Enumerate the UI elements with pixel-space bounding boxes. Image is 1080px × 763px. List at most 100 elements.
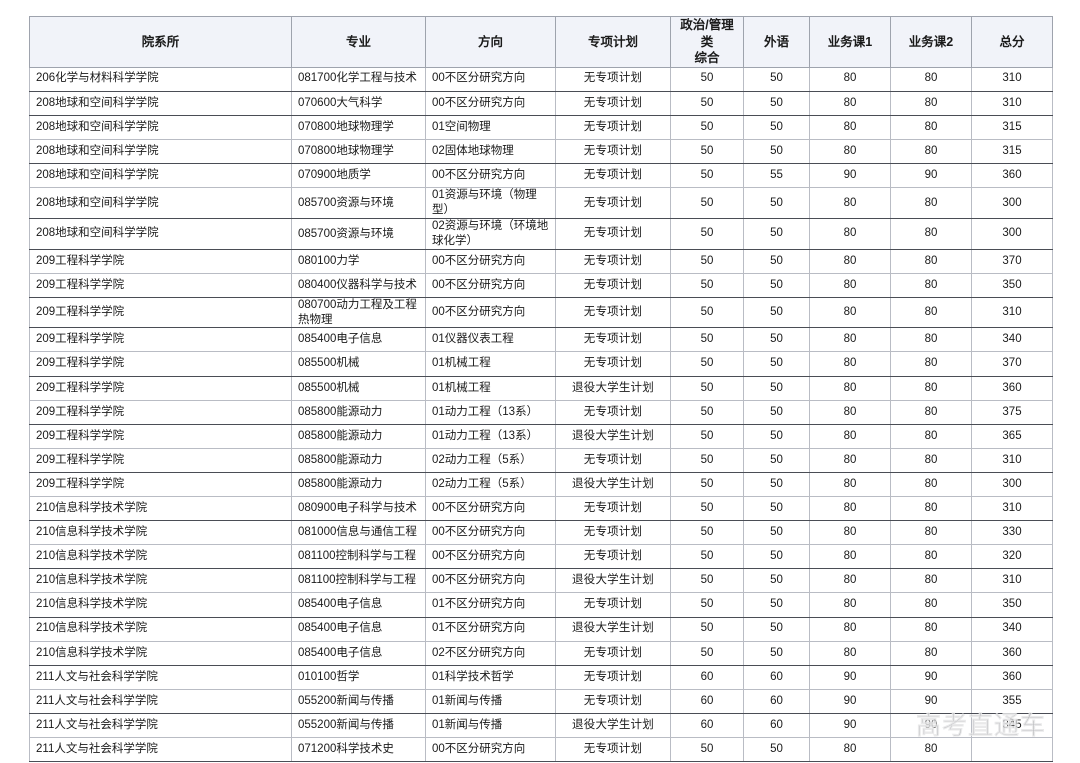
cell-subject2: 80 [890, 616, 972, 642]
cell-dept: 209工程科学学院 [29, 471, 292, 498]
table-row[interactable]: 210信息科学技术学院 081000信息与通信工程 00不区分研究方向 无专项计划 50… [29, 520, 1053, 546]
cell-foreign-language: 50 [743, 218, 810, 250]
table-row[interactable]: 210信息科学技术学院 085400电子信息 02不区分研究方向 无专项计划 50 50 8… [29, 640, 1053, 666]
cell-direction: 01机械工程 [425, 351, 556, 377]
cell-major: 081100控制科学与工程 [291, 544, 426, 570]
cell-subject1: 80 [809, 218, 891, 250]
column-header-total[interactable]: 总分 [971, 16, 1053, 68]
cell-politics: 50 [670, 640, 744, 666]
cell-direction: 01仪器仪表工程 [425, 327, 556, 353]
table-row[interactable]: 210信息科学技术学院 085400电子信息 01不区分研究方向 退役大学生计划 50 5… [29, 616, 1053, 642]
table-row[interactable]: 208地球和空间科学学院 070900地质学 00不区分研究方向 无专项计划 50 55 9… [29, 162, 1053, 188]
column-header-politics-line1: 政治/管理类 [680, 18, 734, 49]
cell-total: 340 [971, 616, 1053, 642]
cell-major: 055200新闻与传播 [291, 688, 426, 714]
cell-total: 300 [971, 471, 1053, 498]
table-row[interactable]: 209工程科学学院 085500机械 01机械工程 无专项计划 50 50 80 80 370 [29, 351, 1053, 377]
table-row[interactable]: 211人文与社会科学学院 010100哲学 01科学技术哲学 无专项计划 60 60 90 9… [29, 664, 1053, 690]
column-header-special-plan[interactable]: 专项计划 [555, 16, 671, 68]
cell-subject1: 90 [809, 162, 891, 188]
cell-total: 340 [971, 327, 1053, 353]
table-row[interactable]: 208地球和空间科学学院 085700资源与环境 01资源与环境（物理型） 无专项计划… [29, 186, 1053, 220]
table-row[interactable]: 211人文与社会科学学院 055200新闻与传播 01新闻与传播 退役大学生计划 60 6… [29, 712, 1053, 738]
cell-politics: 50 [670, 375, 744, 401]
table-row[interactable]: 209工程科学学院 085800能源动力 01动力工程（13系） 退役大学生计划 50 5… [29, 423, 1053, 449]
cell-politics: 60 [670, 664, 744, 690]
table-row[interactable]: 208地球和空间科学学院 085700资源与环境 02资源与环境（环境地球化学） 无专… [29, 218, 1053, 250]
cell-subject2: 80 [890, 447, 972, 473]
cell-special-plan: 退役大学生计划 [555, 423, 671, 449]
column-header-dept[interactable]: 院系所 [29, 16, 292, 68]
table-row[interactable]: 210信息科学技术学院 080900电子科学与技术 00不区分研究方向 无专项计划 50… [29, 496, 1053, 522]
table-row[interactable]: 209工程科学学院 085800能源动力 01动力工程（13系） 无专项计划 50 50 8… [29, 399, 1053, 425]
cell-dept: 209工程科学学院 [29, 248, 292, 274]
cell-subject1: 80 [809, 138, 891, 164]
column-header-direction[interactable]: 方向 [425, 16, 556, 68]
cell-subject2: 80 [890, 496, 972, 522]
cell-direction: 00不区分研究方向 [425, 162, 556, 188]
column-header-politics[interactable]: 政治/管理类 综合 [670, 16, 744, 68]
cell-subject2: 80 [890, 296, 972, 329]
cell-politics: 50 [670, 162, 744, 188]
cell-special-plan: 无专项计划 [555, 114, 671, 140]
cell-subject1: 80 [809, 640, 891, 666]
cell-direction: 02不区分研究方向 [425, 640, 556, 666]
cell-direction: 01空间物理 [425, 114, 556, 140]
cell-politics: 50 [670, 351, 744, 377]
cell-special-plan: 退役大学生计划 [555, 712, 671, 738]
table-row[interactable]: 208地球和空间科学学院 070800地球物理学 01空间物理 无专项计划 50 50 80… [29, 114, 1053, 140]
table-row[interactable]: 211人文与社会科学学院 055200新闻与传播 01新闻与传播 无专项计划 60 60 9… [29, 688, 1053, 714]
cell-special-plan: 退役大学生计划 [555, 471, 671, 498]
column-header-foreign-language[interactable]: 外语 [743, 16, 810, 68]
cell-major: 070600大气科学 [291, 90, 426, 116]
cell-direction: 02动力工程（5系） [425, 471, 556, 498]
cell-subject2: 80 [890, 399, 972, 425]
cell-subject1: 80 [809, 568, 891, 594]
table-row[interactable]: 209工程科学学院 080400仪器科学与技术 00不区分研究方向 无专项计划 50 50… [29, 272, 1053, 298]
cell-subject1: 80 [809, 520, 891, 546]
table-row[interactable]: 209工程科学学院 080700动力工程及工程热物理 00不区分研究方向 无专项计划 5… [29, 296, 1053, 329]
cell-major: 085700资源与环境 [291, 186, 426, 220]
table-row[interactable]: 209工程科学学院 080100力学 00不区分研究方向 无专项计划 50 50 80 80 3… [29, 248, 1053, 274]
table-row[interactable]: 211人文与社会科学学院 071200科学技术史 00不区分研究方向 无专项计划 50 5… [29, 736, 1053, 763]
cell-total: 300 [971, 186, 1053, 220]
column-header-subject1[interactable]: 业务课1 [809, 16, 891, 68]
cell-special-plan: 退役大学生计划 [555, 375, 671, 401]
table-row[interactable]: 210信息科学技术学院 081100控制科学与工程 00不区分研究方向 无专项计划 50… [29, 544, 1053, 570]
table-row[interactable]: 208地球和空间科学学院 070800地球物理学 02固体地球物理 无专项计划 50 50… [29, 138, 1053, 164]
cell-direction: 01新闻与传播 [425, 712, 556, 738]
column-header-major[interactable]: 专业 [291, 16, 426, 68]
table-row[interactable]: 209工程科学学院 085800能源动力 02动力工程（5系） 无专项计划 50 50 80… [29, 447, 1053, 473]
cell-foreign-language: 50 [743, 423, 810, 449]
cell-dept: 206化学与材料科学学院 [29, 66, 292, 92]
cell-subject2: 80 [890, 90, 972, 116]
table-row[interactable]: 210信息科学技术学院 081100控制科学与工程 00不区分研究方向 退役大学生计划… [29, 568, 1053, 594]
cell-politics: 50 [670, 399, 744, 425]
column-header-subject2[interactable]: 业务课2 [890, 16, 972, 68]
table-row[interactable]: 206化学与材料科学学院 081700化学工程与技术 00不区分研究方向 无专项计划 5… [29, 66, 1053, 92]
cell-subject1: 80 [809, 496, 891, 522]
cell-subject2: 90 [890, 162, 972, 188]
cell-subject2: 80 [890, 520, 972, 546]
cell-total: 375 [971, 399, 1053, 425]
cell-politics: 50 [670, 218, 744, 250]
cell-direction: 01动力工程（13系） [425, 399, 556, 425]
cell-major: 085400电子信息 [291, 616, 426, 642]
table-row[interactable]: 208地球和空间科学学院 070600大气科学 00不区分研究方向 无专项计划 50 50… [29, 90, 1053, 116]
cell-subject1: 80 [809, 544, 891, 570]
table-row[interactable]: 210信息科学技术学院 085400电子信息 01不区分研究方向 无专项计划 50 50 8… [29, 592, 1053, 618]
cell-subject1: 80 [809, 327, 891, 353]
table-row[interactable]: 209工程科学学院 085800能源动力 02动力工程（5系） 退役大学生计划 50 50… [29, 471, 1053, 498]
cell-subject2: 80 [890, 186, 972, 220]
cell-foreign-language: 50 [743, 138, 810, 164]
cell-direction: 00不区分研究方向 [425, 496, 556, 522]
cell-subject2: 80 [890, 218, 972, 250]
cell-subject2: 80 [890, 138, 972, 164]
cell-dept: 210信息科学技术学院 [29, 520, 292, 546]
cell-foreign-language: 50 [743, 496, 810, 522]
cell-total: 310 [971, 568, 1053, 594]
cell-foreign-language: 50 [743, 186, 810, 220]
table-row[interactable]: 209工程科学学院 085400电子信息 01仪器仪表工程 无专项计划 50 50 80 80… [29, 327, 1053, 353]
table-row[interactable]: 209工程科学学院 085500机械 01机械工程 退役大学生计划 50 50 80 80 36… [29, 375, 1053, 401]
cell-direction: 02资源与环境（环境地球化学） [425, 218, 556, 250]
